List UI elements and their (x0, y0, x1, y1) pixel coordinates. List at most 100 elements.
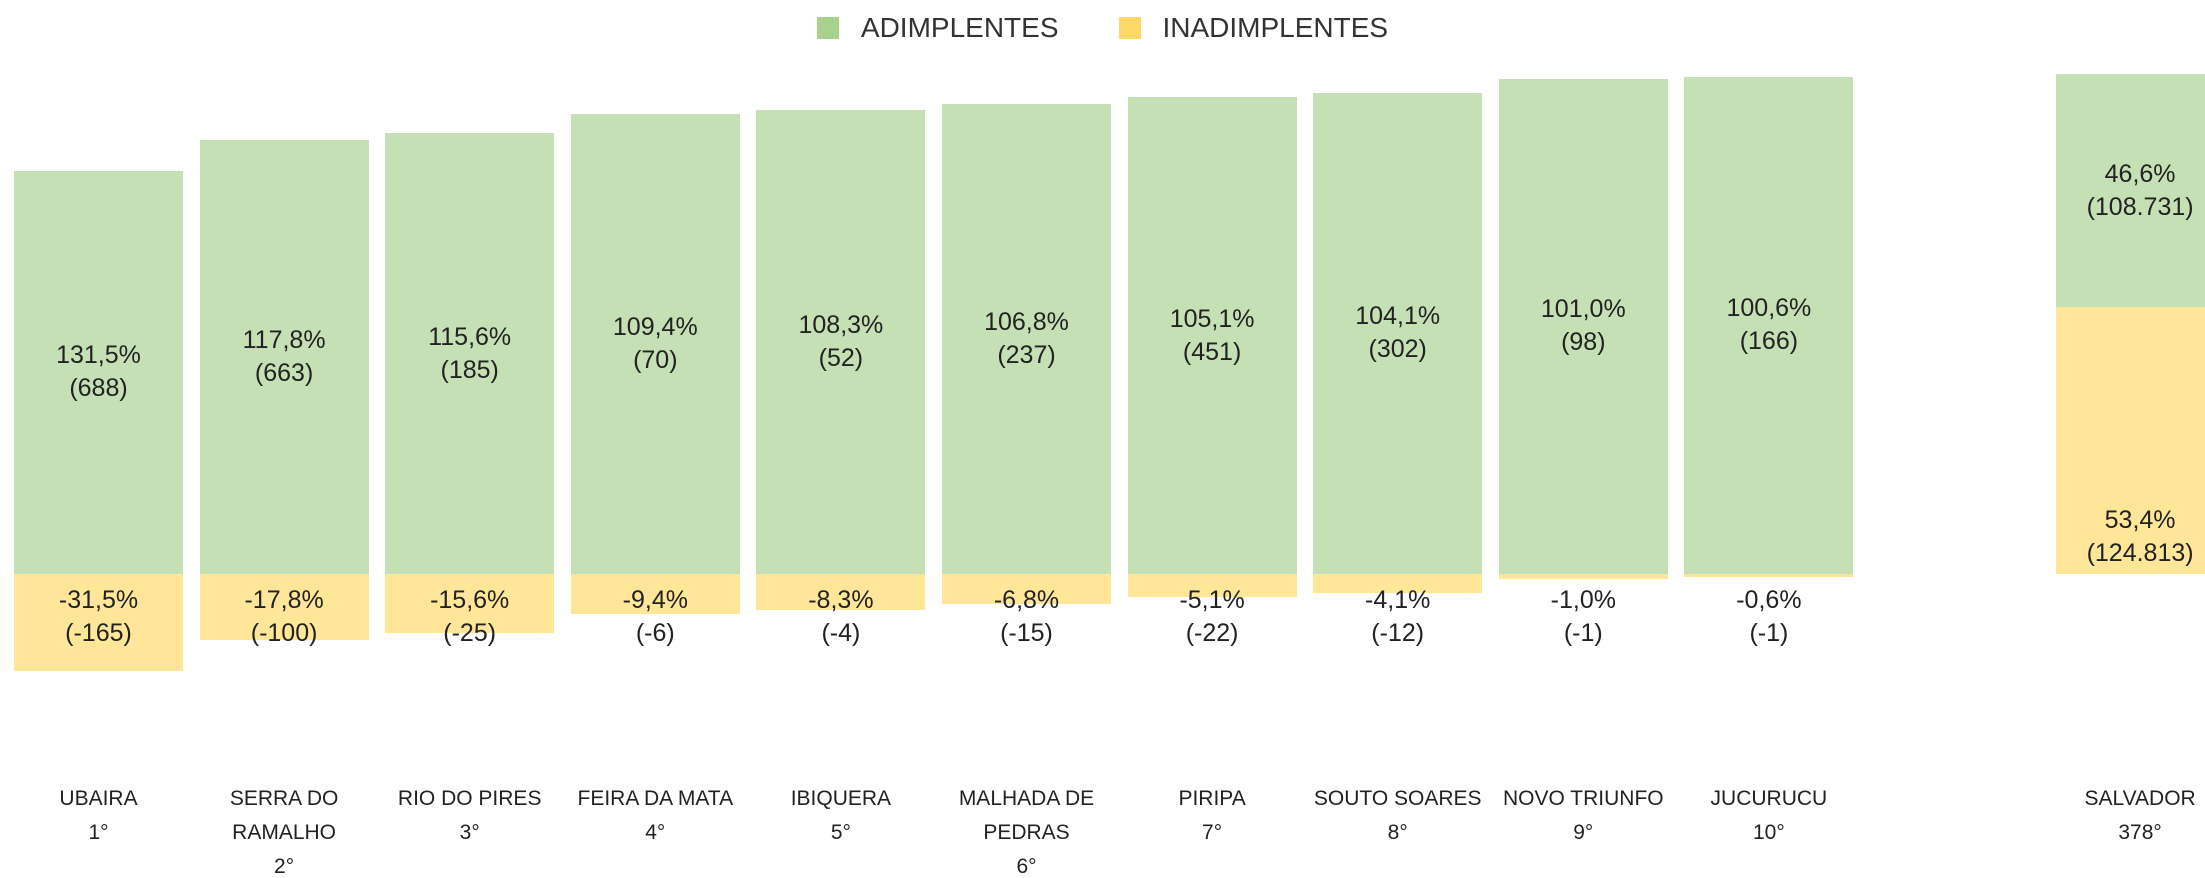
percent-label: 108,3% (798, 310, 884, 339)
bar-segment (14, 574, 183, 671)
bar-segment (14, 170, 183, 574)
category-rank: 9° (1573, 821, 1594, 844)
category-rank: 5° (830, 821, 851, 844)
category-label: IBIQUERA 5° (751, 782, 931, 850)
data-label: -1,0% (-1) (1499, 584, 1668, 650)
bar-segment (1498, 574, 1668, 579)
data-label: -8,3% (-4) (756, 584, 925, 650)
data-label: 108,3% (52) (756, 309, 925, 375)
category-rank: 2° (274, 855, 295, 878)
bar-segment (756, 574, 926, 610)
data-label: -15,6% (-25) (385, 584, 554, 650)
bar-segment (385, 574, 555, 634)
category-rank: 1° (88, 821, 109, 844)
legend-label: INADIMPLENTES (1162, 12, 1389, 43)
data-label: 101,0% (98) (1499, 293, 1668, 359)
percent-label: 131,5% (56, 341, 141, 370)
bar-segment (1313, 574, 1483, 593)
data-label: -9,4% (-6) (571, 584, 740, 650)
data-label: 104,1% (302) (1313, 300, 1482, 366)
bar-segment (1313, 92, 1483, 574)
count-label: (-12) (1371, 619, 1425, 647)
percent-label: -0,6% (1736, 586, 1802, 614)
legend-swatch (1118, 17, 1141, 39)
bar-segment (570, 574, 740, 614)
count-label: (124.813) (2086, 539, 2194, 567)
percent-label: 101,0% (1540, 295, 1626, 324)
category-name: FEIRA DA MATA (577, 787, 734, 810)
percent-label: 46,6% (2104, 159, 2176, 188)
category-name: JUCURUCU (1710, 787, 1828, 810)
category-label: SERRA DO RAMALHO 2° (194, 782, 374, 878)
count-label: (-4) (821, 619, 861, 647)
category-rank: 6° (1016, 855, 1037, 878)
data-label: 46,6% (108.731) (2056, 158, 2205, 224)
bar-segment (2055, 307, 2205, 574)
category-rank: 3° (459, 821, 480, 844)
legend-label: ADIMPLENTES (860, 12, 1059, 43)
data-label: 115,6% (185) (385, 321, 554, 387)
bar-segment (942, 574, 1111, 604)
category-rank: 7° (1202, 821, 1223, 844)
data-label: -4,1% (-12) (1313, 584, 1482, 650)
percent-label: 115,6% (428, 322, 512, 351)
data-label: -31,5% (-165) (14, 584, 183, 650)
category-name: NOVO TRIUNFO (1502, 787, 1664, 810)
count-label: (98) (1561, 328, 1606, 357)
data-label: -17,8% (-100) (200, 584, 369, 650)
bar-segment (1684, 76, 1854, 574)
count-label: (-25) (443, 619, 497, 647)
category-rank: 378° (2118, 821, 2162, 844)
count-label: (-1) (1749, 619, 1789, 647)
percent-label: -31,5% (58, 586, 139, 614)
percent-label: -17,8% (244, 586, 324, 614)
percent-label: -5,1% (1179, 586, 1245, 614)
percent-label: 104,1% (1355, 302, 1441, 331)
category-label: SOUTO SOARES 8° (1308, 782, 1488, 850)
percent-label: 106,8% (984, 307, 1069, 336)
count-label: (-165) (65, 619, 132, 647)
count-label: (70) (633, 345, 678, 374)
data-label: 53,4% (124.813) (2056, 504, 2205, 570)
percent-label: -1,0% (1550, 586, 1616, 614)
bar-segment (1684, 574, 1854, 577)
count-label: (451) (1182, 337, 1242, 366)
bar-segment (570, 113, 740, 574)
legend-item: ADIMPLENTES (816, 12, 1059, 44)
percent-label: 117,8% (242, 325, 326, 354)
percent-label: -9,4% (622, 586, 688, 614)
count-label: (688) (69, 374, 128, 403)
category-name: SALVADOR (2084, 787, 2196, 810)
category-label: MALHADA DE PEDRAS 6° (937, 782, 1117, 878)
category-label: SALVADOR 378° (2050, 782, 2205, 850)
category-label: UBAIRA 1° (9, 782, 189, 850)
data-label: 109,4% (70) (571, 311, 740, 377)
count-label: (237) (997, 340, 1056, 369)
category-name: MALHADA DE PEDRAS (958, 787, 1095, 844)
count-label: (166) (1739, 327, 1799, 356)
bar-segment (942, 103, 1111, 574)
bar-segment (1127, 574, 1297, 598)
bar-segment (2055, 74, 2205, 307)
data-label: 106,8% (237) (942, 306, 1111, 372)
category-label: RIO DO PIRES 3° (380, 782, 560, 850)
bar-segment (1498, 78, 1668, 574)
category-rank: 8° (1387, 821, 1408, 844)
count-label: (52) (818, 343, 864, 372)
count-label: (-1) (1563, 619, 1603, 647)
bar-segment (199, 574, 369, 640)
count-label: (-100) (250, 619, 318, 647)
category-name: UBAIRA (59, 787, 138, 810)
percent-label: -15,6% (430, 586, 510, 614)
data-label: 131,5% (688) (14, 339, 183, 405)
legend: ADIMPLENTES INADIMPLENTES (0, 12, 2205, 44)
bar-segment (1127, 97, 1297, 574)
category-rank: 10° (1753, 821, 1785, 844)
count-label: (663) (254, 358, 314, 387)
category-name: RIO DO PIRES (397, 787, 542, 810)
count-label: (-6) (635, 619, 675, 647)
count-label: (108.731) (2086, 192, 2194, 221)
category-name: PIRIPA (1178, 787, 1246, 810)
bar-segment (199, 139, 369, 574)
